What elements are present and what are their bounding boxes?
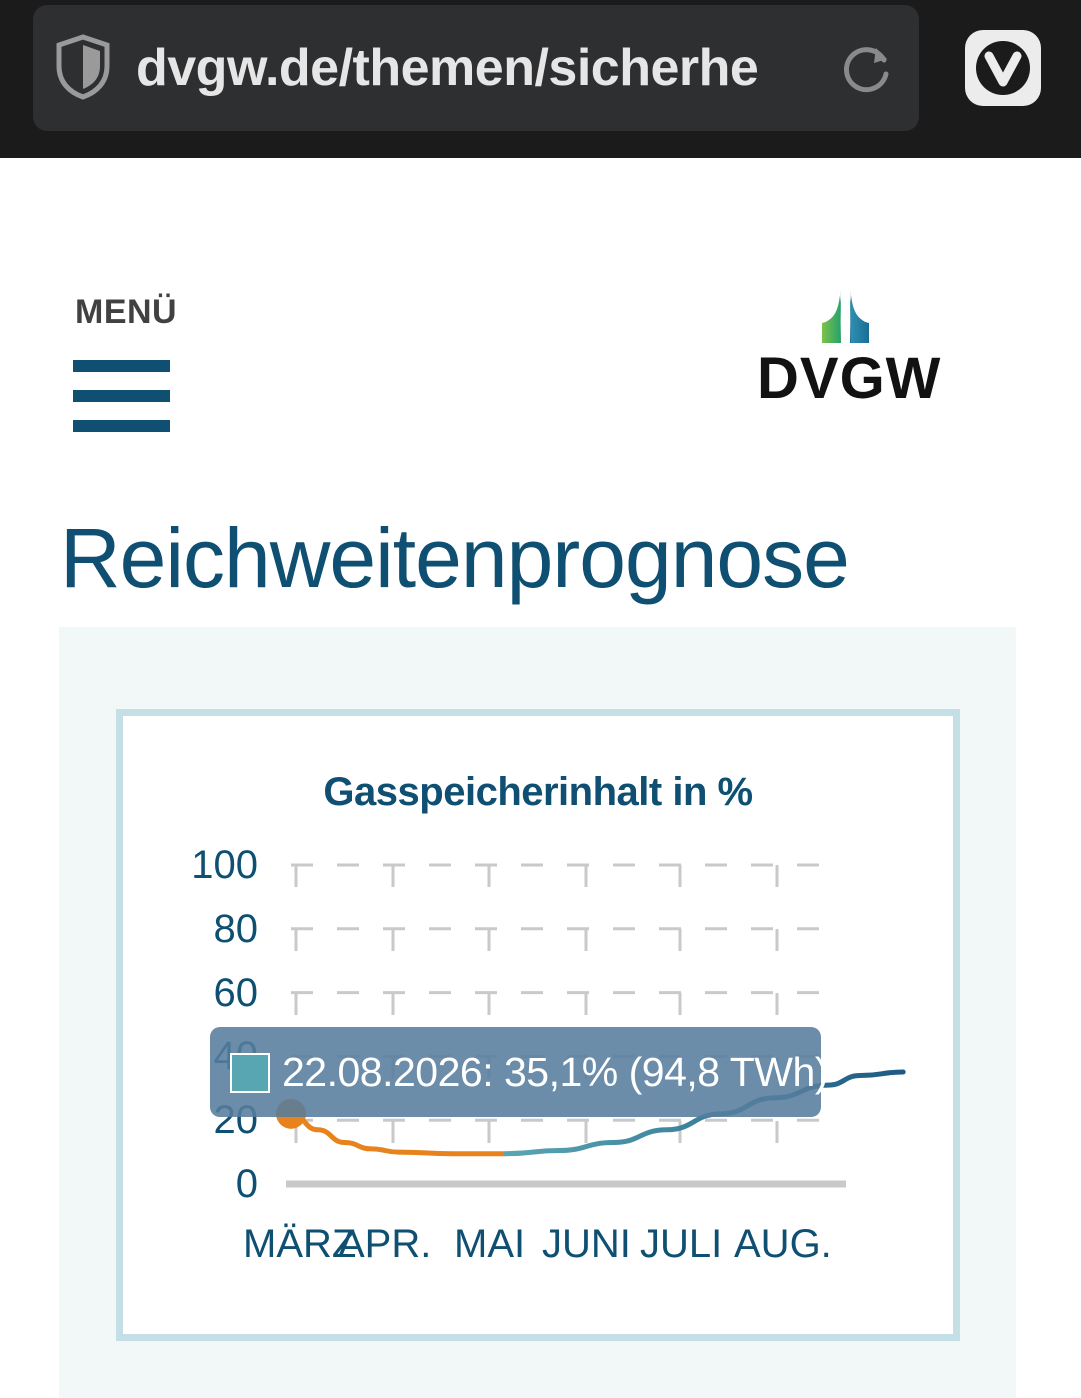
y-tick-label: 100 — [191, 843, 258, 887]
y-tick-label: 60 — [213, 970, 259, 1015]
hamburger-icon[interactable] — [73, 358, 171, 434]
vivaldi-icon[interactable] — [963, 28, 1043, 108]
chart-title: Gasspeicherinhalt in % — [323, 770, 753, 814]
x-tick-label: JUNI — [542, 1222, 631, 1266]
x-tick-label: JULI — [640, 1222, 723, 1266]
shield-icon[interactable] — [55, 34, 111, 100]
url-text[interactable]: dvgw.de/themen/sicherhe — [136, 39, 759, 97]
browser-toolbar: dvgw.de/themen/sicherhe — [0, 0, 1081, 158]
chart-frame — [116, 709, 960, 1341]
y-tick-label: 0 — [235, 1162, 258, 1206]
menu-label[interactable]: MENÜ — [75, 293, 178, 331]
tooltip-text: 22.08.2026: 35,1% (94,8 TWh) — [282, 1049, 828, 1095]
history-line — [288, 1111, 509, 1157]
dvgw-logo-mark[interactable] — [752, 287, 937, 409]
page-title: Reichweitenprognose — [60, 511, 850, 605]
x-tick-label: MÄRZ — [243, 1222, 357, 1266]
x-tick-label: MAI — [454, 1222, 526, 1266]
tooltip-legend-swatch — [230, 1053, 270, 1093]
reload-icon[interactable] — [838, 40, 894, 96]
chart-grid — [286, 863, 846, 1188]
dvgw-logo-text[interactable]: DVGW — [757, 346, 942, 411]
y-tick-label: 80 — [213, 906, 259, 951]
url-fade — [760, 30, 820, 106]
chart-tooltip: 22.08.2026: 35,1% (94,8 TWh) — [210, 1027, 828, 1117]
x-tick-label: APR. — [338, 1222, 432, 1266]
x-tick-label: AUG. — [734, 1222, 832, 1266]
